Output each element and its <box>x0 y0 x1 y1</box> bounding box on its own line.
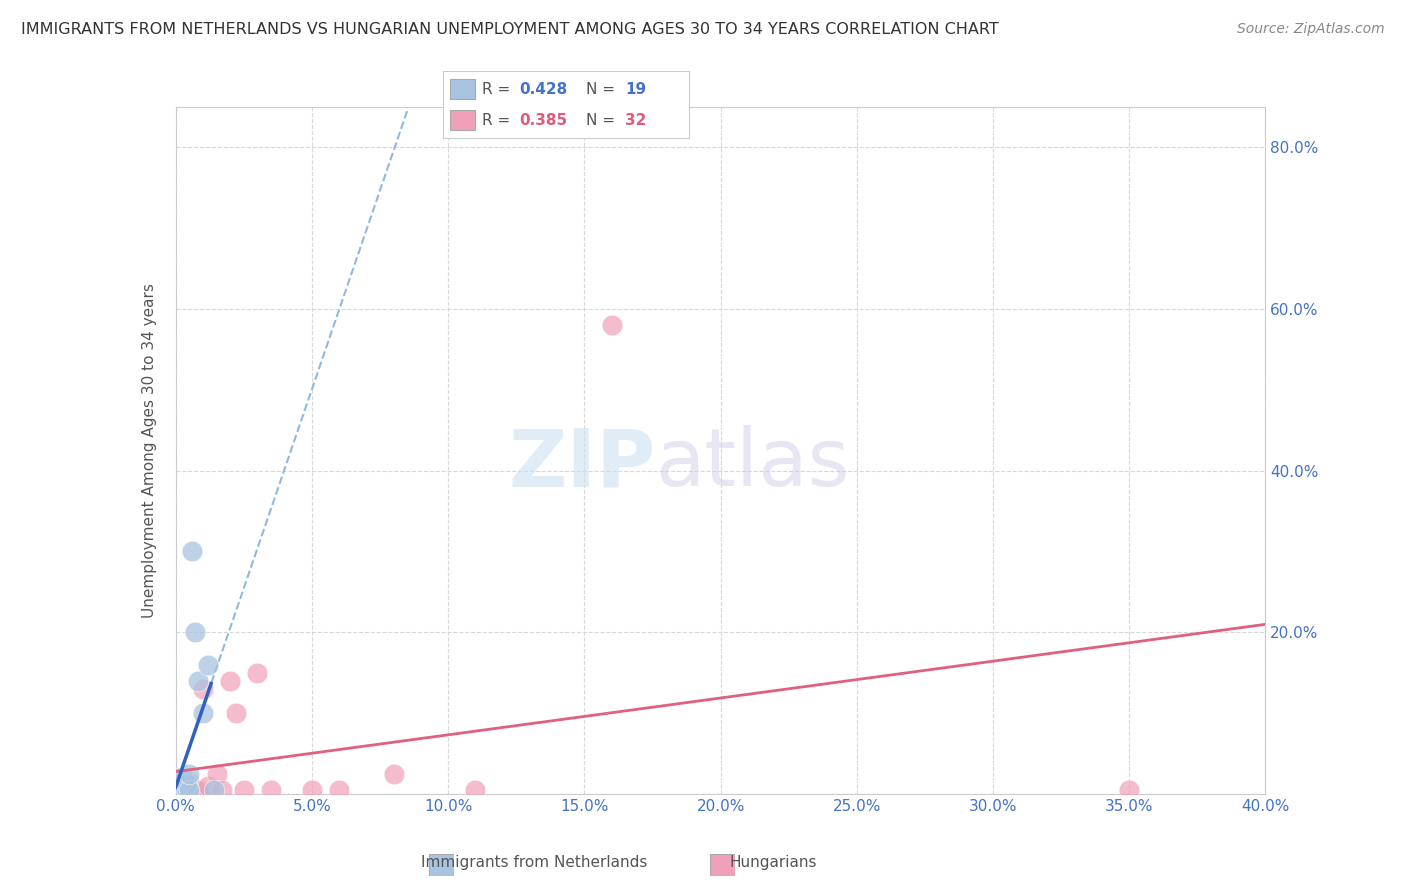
Point <box>167 774 190 789</box>
Point <box>167 782 190 797</box>
Text: N =: N = <box>585 82 620 97</box>
Point <box>197 657 219 672</box>
Point <box>211 782 233 797</box>
Point <box>464 782 486 797</box>
Text: Source: ZipAtlas.com: Source: ZipAtlas.com <box>1237 22 1385 37</box>
Text: R =: R = <box>482 82 516 97</box>
Point <box>176 777 198 791</box>
Point <box>197 779 219 793</box>
Point <box>191 706 214 720</box>
Point <box>328 782 350 797</box>
Text: Immigrants from Netherlands: Immigrants from Netherlands <box>420 855 648 870</box>
Point <box>179 782 201 797</box>
Text: Hungarians: Hungarians <box>730 855 817 870</box>
Point <box>382 766 405 780</box>
Point <box>170 780 193 795</box>
Point <box>167 771 190 785</box>
Point <box>225 706 247 720</box>
Point <box>181 782 204 797</box>
Point <box>167 771 190 785</box>
Point <box>301 782 323 797</box>
Point <box>179 782 201 797</box>
Bar <box>450 111 475 130</box>
Y-axis label: Unemployment Among Ages 30 to 34 years: Unemployment Among Ages 30 to 34 years <box>142 283 157 618</box>
Point <box>232 782 254 797</box>
Point <box>170 782 193 797</box>
Point <box>184 625 207 640</box>
Point <box>1118 782 1140 797</box>
Point <box>184 782 207 797</box>
Point <box>173 782 195 797</box>
Point <box>167 782 190 797</box>
Point <box>600 318 623 333</box>
Point <box>202 782 225 797</box>
Point <box>170 774 193 789</box>
Text: atlas: atlas <box>655 425 849 503</box>
Point <box>186 673 209 688</box>
Text: 32: 32 <box>624 112 647 128</box>
Bar <box>450 79 475 99</box>
Point <box>173 772 195 787</box>
Point <box>176 782 198 797</box>
Point <box>170 777 193 791</box>
Point <box>176 779 198 793</box>
Point <box>167 774 190 789</box>
Point <box>173 779 195 793</box>
Point <box>173 774 195 789</box>
Point <box>186 782 209 797</box>
Point <box>179 766 201 780</box>
Text: ZIP: ZIP <box>508 425 655 503</box>
Point <box>167 779 190 793</box>
Point <box>176 782 198 797</box>
Point <box>260 782 283 797</box>
Point <box>179 774 201 789</box>
Point <box>167 779 190 793</box>
Text: R =: R = <box>482 112 516 128</box>
Point <box>205 766 228 780</box>
Point <box>181 544 204 558</box>
Point <box>219 673 242 688</box>
Point <box>170 782 193 797</box>
Text: 0.428: 0.428 <box>519 82 568 97</box>
Point <box>170 780 193 795</box>
Point <box>170 771 193 785</box>
Point <box>246 665 269 680</box>
Text: IMMIGRANTS FROM NETHERLANDS VS HUNGARIAN UNEMPLOYMENT AMONG AGES 30 TO 34 YEARS : IMMIGRANTS FROM NETHERLANDS VS HUNGARIAN… <box>21 22 998 37</box>
Point <box>191 681 214 696</box>
Text: 19: 19 <box>624 82 647 97</box>
Text: 0.385: 0.385 <box>519 112 567 128</box>
Text: N =: N = <box>585 112 620 128</box>
